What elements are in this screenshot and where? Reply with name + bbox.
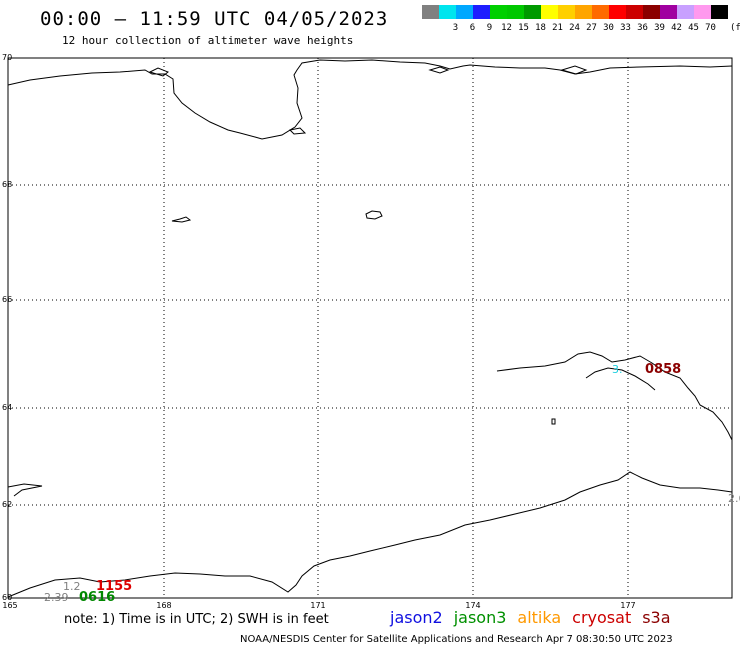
east-coastline-lower <box>585 367 656 391</box>
south-coastline <box>7 471 733 598</box>
small-island <box>551 418 556 425</box>
color-scale-label: 70 <box>705 23 716 33</box>
color-scale-label: 3 <box>452 23 459 33</box>
lon-label-171: 171 <box>310 601 326 610</box>
wave-height-label: 2.39 <box>44 591 69 604</box>
lon-label-168: 168 <box>156 601 172 610</box>
color-scale-label: 27 <box>586 23 597 33</box>
arctic-coastline <box>7 59 733 140</box>
color-swatch <box>694 5 711 19</box>
lat-label-64: 64 <box>2 403 13 412</box>
color-scale-label: 42 <box>671 23 682 33</box>
color-swatch <box>439 5 456 19</box>
latitude-gridlines <box>8 57 732 506</box>
arctic-islet <box>428 66 450 74</box>
color-swatch <box>541 5 558 19</box>
longitude-gridlines <box>163 58 629 598</box>
lon-label-174: 174 <box>465 601 481 610</box>
color-scale-label: 15 <box>518 23 529 33</box>
small-island <box>171 216 192 223</box>
east-coastline <box>496 351 733 441</box>
color-scale-label: 33 <box>620 23 631 33</box>
color-swatch <box>473 5 490 19</box>
color-swatch <box>609 5 626 19</box>
wave-height-label: 1.2 <box>63 580 81 593</box>
color-swatch <box>660 5 677 19</box>
color-scale-label: 18 <box>535 23 546 33</box>
pass-time-label: 1155 <box>96 579 133 594</box>
color-swatch <box>524 5 541 19</box>
satellite-altika: altika <box>517 608 562 627</box>
wave-height-label: 2.6 <box>728 492 740 505</box>
color-scale-label: 30 <box>603 23 614 33</box>
map-title: 00:00 – 11:59 UTC 04/05/2023 <box>40 8 389 30</box>
color-swatch <box>677 5 694 19</box>
satellite-s3a: s3a <box>642 608 671 627</box>
wave-height-label: 3. <box>612 363 623 376</box>
color-scale-label: 6 <box>469 23 476 33</box>
color-scale-label: 45 <box>688 23 699 33</box>
lon-label-165: 165 <box>2 601 18 610</box>
lon-label-177: 177 <box>620 601 636 610</box>
lat-label-68: 68 <box>2 180 13 189</box>
arctic-inlet <box>148 67 169 77</box>
footer-note: note: 1) Time is in UTC; 2) SWH is in fe… <box>64 612 329 627</box>
color-swatch <box>507 5 524 19</box>
lat-label-60: 60 <box>2 593 13 602</box>
small-island <box>365 210 383 220</box>
color-swatch <box>422 5 439 19</box>
satellite-jason2: jason2 <box>390 608 443 627</box>
color-scale-label: 39 <box>654 23 665 33</box>
arctic-islet <box>560 65 588 75</box>
color-swatch <box>456 5 473 19</box>
lat-label-70: 70 <box>2 53 13 62</box>
satellite-legend: jason2 jason3 altika cryosat s3a <box>390 608 682 627</box>
color-swatch <box>558 5 575 19</box>
color-swatch <box>626 5 643 19</box>
arctic-islet <box>288 127 307 135</box>
credit-line: NOAA/NESDIS Center for Satellite Applica… <box>240 634 673 645</box>
color-swatch <box>711 5 728 19</box>
color-swatch <box>592 5 609 19</box>
color-scale-label: 9 <box>486 23 493 33</box>
color-swatch <box>575 5 592 19</box>
lat-label-62: 62 <box>2 500 13 509</box>
pass-time-label: 0616 <box>79 590 116 605</box>
pass-time-label: 0858 <box>645 362 682 377</box>
coastline-fragment <box>7 483 43 497</box>
satellite-cryosat: cryosat <box>572 608 632 627</box>
color-swatch <box>490 5 507 19</box>
satellite-jason3: jason3 <box>453 608 507 627</box>
map-subtitle: 12 hour collection of altimeter wave hei… <box>62 34 354 47</box>
color-scale-label: 36 <box>637 23 648 33</box>
color-scale-unit: (ft) <box>730 23 740 33</box>
map-frame <box>7 57 733 599</box>
color-swatch <box>643 5 660 19</box>
color-scale-label: 21 <box>552 23 563 33</box>
color-scale-label: 12 <box>501 23 512 33</box>
color-scale-label: 24 <box>569 23 580 33</box>
lat-label-66: 66 <box>2 295 13 304</box>
